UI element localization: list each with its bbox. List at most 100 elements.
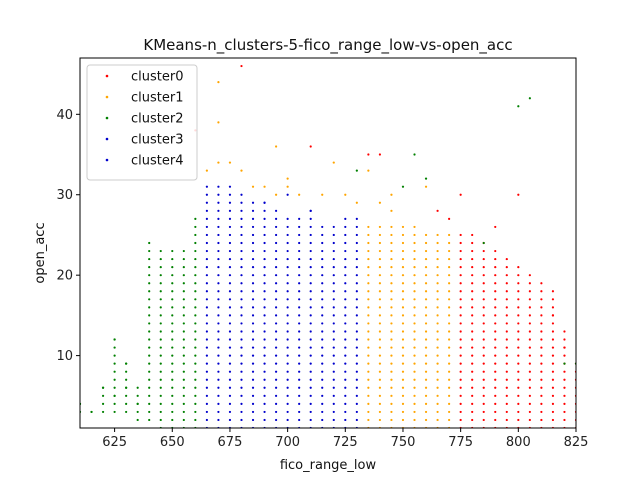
data-point-cluster0: [448, 217, 451, 220]
data-point-cluster0: [563, 354, 566, 357]
data-point-cluster1: [401, 282, 405, 285]
data-point-cluster3: [355, 233, 358, 237]
data-point-cluster0: [459, 394, 462, 397]
data-point-cluster3: [205, 354, 208, 357]
data-point-cluster3: [217, 330, 220, 333]
data-point-cluster0: [563, 410, 566, 414]
data-point-cluster3: [240, 225, 243, 229]
data-point-cluster2: [517, 105, 520, 108]
data-point-cluster3: [205, 298, 208, 301]
data-point-cluster1: [401, 274, 405, 277]
data-point-cluster2: [194, 338, 197, 341]
data-point-cluster3: [240, 201, 243, 204]
data-point-cluster1: [217, 81, 220, 84]
data-point-cluster3: [205, 282, 208, 285]
data-point-cluster0: [551, 346, 555, 349]
data-point-cluster3: [263, 402, 266, 405]
data-point-cluster3: [217, 274, 220, 277]
data-point-cluster0: [494, 290, 497, 293]
data-point-cluster3: [240, 257, 243, 261]
data-point-cluster1: [367, 290, 370, 293]
data-point-cluster2: [125, 402, 128, 405]
data-point-cluster3: [217, 338, 220, 341]
data-point-cluster3: [274, 322, 278, 325]
data-point-cluster1: [378, 346, 382, 349]
data-point-cluster0: [563, 330, 566, 333]
data-point-cluster1: [390, 338, 393, 341]
data-point-cluster3: [228, 193, 232, 196]
data-point-cluster3: [217, 386, 220, 389]
data-point-cluster2: [148, 370, 151, 373]
data-point-cluster3: [240, 322, 243, 325]
data-point-cluster0: [563, 338, 566, 341]
data-point-cluster3: [205, 378, 208, 381]
data-point-cluster2: [182, 386, 185, 389]
data-point-cluster2: [182, 394, 185, 397]
data-point-cluster3: [205, 201, 208, 204]
data-point-cluster3: [321, 346, 324, 349]
data-point-cluster3: [344, 402, 347, 405]
data-point-cluster3: [355, 274, 358, 277]
data-point-cluster3: [251, 241, 255, 245]
data-point-cluster1: [448, 402, 451, 405]
data-point-cluster3: [205, 394, 208, 397]
data-point-cluster1: [378, 314, 382, 317]
data-point-cluster2: [148, 290, 151, 293]
data-point-cluster3: [263, 298, 266, 301]
data-point-cluster1: [401, 233, 405, 237]
data-point-cluster3: [286, 378, 289, 381]
data-point-cluster2: [528, 97, 531, 100]
data-point-cluster3: [228, 266, 232, 269]
data-point-cluster3: [298, 322, 301, 325]
data-point-cluster3: [205, 274, 208, 277]
data-point-cluster0: [540, 338, 543, 341]
data-point-cluster2: [182, 290, 185, 293]
data-point-cluster3: [286, 266, 289, 269]
data-point-cluster3: [355, 346, 358, 349]
data-point-cluster2: [413, 153, 416, 156]
data-point-cluster2: [125, 370, 128, 373]
data-point-cluster0: [494, 386, 497, 389]
data-point-cluster3: [344, 217, 347, 220]
data-point-cluster0: [528, 306, 531, 309]
data-point-cluster1: [390, 354, 393, 357]
data-point-cluster0: [517, 282, 520, 285]
data-point-cluster3: [274, 274, 278, 277]
data-point-cluster2: [194, 394, 197, 397]
data-point-cluster1: [390, 257, 393, 261]
data-point-cluster0: [471, 282, 474, 285]
data-point-cluster2: [159, 402, 162, 405]
data-point-cluster1: [367, 249, 370, 253]
data-point-cluster1: [424, 330, 428, 333]
data-point-cluster0: [528, 330, 531, 333]
data-point-cluster1: [228, 161, 232, 164]
data-point-cluster3: [263, 257, 266, 261]
data-point-cluster0: [459, 241, 462, 245]
data-point-cluster2: [148, 306, 151, 309]
data-point-cluster0: [517, 290, 520, 293]
data-point-cluster3: [298, 249, 301, 253]
data-point-cluster3: [286, 290, 289, 293]
data-point-cluster2: [159, 346, 162, 349]
data-point-cluster3: [355, 225, 358, 229]
data-point-cluster1: [448, 370, 451, 373]
data-point-cluster3: [298, 257, 301, 261]
data-point-cluster3: [286, 322, 289, 325]
data-point-cluster0: [471, 241, 474, 245]
data-point-cluster0: [517, 266, 520, 269]
data-point-cluster1: [378, 274, 382, 277]
data-point-cluster0: [517, 193, 520, 196]
data-point-cluster3: [344, 298, 347, 301]
data-point-cluster3: [344, 274, 347, 277]
data-point-cluster2: [171, 322, 174, 325]
data-point-cluster3: [332, 362, 335, 365]
data-point-cluster1: [390, 330, 393, 333]
x-tick-label: 625: [102, 435, 127, 450]
data-point-cluster2: [159, 257, 162, 261]
data-point-cluster0: [494, 330, 497, 333]
data-point-cluster3: [344, 386, 347, 389]
data-point-cluster3: [309, 241, 312, 245]
data-point-cluster3: [205, 290, 208, 293]
data-point-cluster0: [505, 266, 508, 269]
data-point-cluster2: [159, 249, 162, 253]
